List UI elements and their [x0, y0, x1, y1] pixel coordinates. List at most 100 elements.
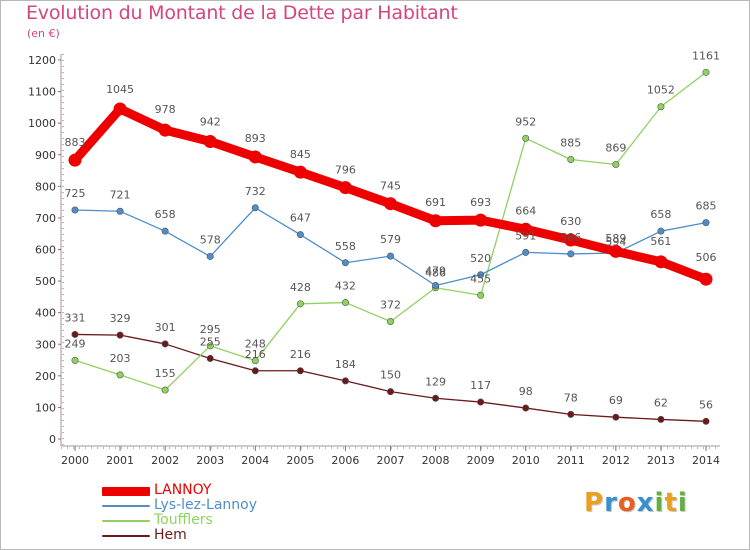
data-label: 978: [155, 103, 176, 116]
data-point: [71, 330, 79, 338]
data-label: 203: [110, 352, 131, 365]
data-point: [116, 371, 124, 379]
data-point: [293, 165, 307, 179]
y-tick-label: 300: [35, 338, 56, 351]
data-label: 428: [290, 281, 311, 294]
data-label: 1052: [647, 84, 675, 97]
data-point: [564, 233, 578, 247]
data-point: [702, 68, 710, 76]
data-label: 885: [560, 136, 581, 149]
data-point: [702, 219, 710, 227]
legend-label: LANNOY: [154, 482, 212, 498]
data-label: 561: [650, 235, 671, 248]
data-label: 725: [65, 187, 86, 200]
data-point: [206, 354, 214, 362]
data-label: 721: [110, 188, 131, 201]
x-tick-label: 2006: [331, 454, 359, 467]
data-label: 486: [425, 267, 446, 280]
data-label: 732: [245, 185, 266, 198]
logo-letter: P: [584, 488, 605, 518]
data-label: 796: [335, 164, 356, 177]
logo-letter: x: [636, 488, 655, 518]
data-point: [567, 250, 575, 258]
data-label: 255: [200, 335, 221, 348]
data-point: [522, 248, 530, 256]
data-label: 506: [696, 251, 717, 264]
data-label: 329: [110, 312, 131, 325]
data-point: [522, 404, 530, 412]
data-label: 883: [65, 136, 86, 149]
data-point: [341, 299, 349, 307]
data-point: [161, 227, 169, 235]
y-tick-label: 1100: [28, 86, 56, 99]
data-point: [116, 331, 124, 339]
data-point: [477, 398, 485, 406]
data-label: 62: [654, 396, 668, 409]
y-tick-label: 200: [35, 370, 56, 383]
logo-letter: o: [617, 488, 637, 518]
data-point: [699, 272, 713, 286]
data-label: 594: [605, 235, 626, 248]
data-point: [338, 181, 352, 195]
data-label: 78: [564, 391, 578, 404]
y-tick-label: 800: [35, 180, 56, 193]
y-tick-label: 0: [49, 433, 56, 446]
chart-title: Evolution du Montant de la Dette par Hab…: [26, 2, 458, 24]
data-point: [71, 356, 79, 364]
data-point: [519, 222, 533, 236]
y-tick-label: 400: [35, 307, 56, 320]
data-label: 664: [515, 204, 536, 217]
data-point: [702, 417, 710, 425]
data-label: 952: [515, 115, 536, 128]
data-point: [609, 244, 623, 258]
data-label: 69: [609, 394, 623, 407]
data-point: [567, 155, 575, 163]
data-label: 129: [425, 375, 446, 388]
data-label: 155: [155, 367, 176, 380]
data-label: 558: [335, 240, 356, 253]
legend-swatch: [102, 520, 150, 522]
data-point: [203, 134, 217, 148]
data-label: 372: [380, 299, 401, 312]
legend-swatch: [102, 505, 150, 507]
x-tick-label: 2003: [196, 454, 224, 467]
data-point: [386, 318, 394, 326]
data-label: 56: [699, 398, 713, 411]
data-point: [474, 213, 488, 227]
data-label: 248: [245, 338, 266, 351]
data-point: [386, 252, 394, 260]
x-tick-label: 2002: [151, 454, 179, 467]
data-label: 691: [425, 196, 446, 209]
data-point: [113, 102, 127, 116]
data-point: [432, 282, 440, 290]
data-label: 295: [200, 323, 221, 336]
data-point: [161, 386, 169, 394]
data-label: 586: [560, 231, 581, 244]
data-label: 331: [65, 311, 86, 324]
y-tick-label: 500: [35, 275, 56, 288]
data-label: 869: [605, 142, 626, 155]
chart-axes: 0 100 200 300 400 500 600 700 800 900 1000 1100 1200…: [28, 54, 720, 467]
data-point: [251, 357, 259, 365]
data-point: [432, 394, 440, 402]
data-label: 578: [200, 233, 221, 246]
x-tick-label: 2011: [557, 454, 585, 467]
data-point: [206, 342, 214, 350]
data-point: [657, 227, 665, 235]
data-point: [477, 271, 485, 279]
data-point: [654, 255, 668, 269]
data-point: [567, 410, 575, 418]
data-point: [251, 367, 259, 375]
legend-label: Hem: [154, 527, 187, 543]
x-tick-label: 2009: [467, 454, 495, 467]
x-tick-label: 2012: [602, 454, 630, 467]
data-label: 301: [155, 321, 176, 334]
data-point: [161, 340, 169, 348]
y-tick-label: 700: [35, 212, 56, 225]
data-point: [206, 252, 214, 260]
x-tick-label: 2000: [61, 454, 89, 467]
data-point: [251, 204, 259, 212]
data-point: [522, 134, 530, 142]
